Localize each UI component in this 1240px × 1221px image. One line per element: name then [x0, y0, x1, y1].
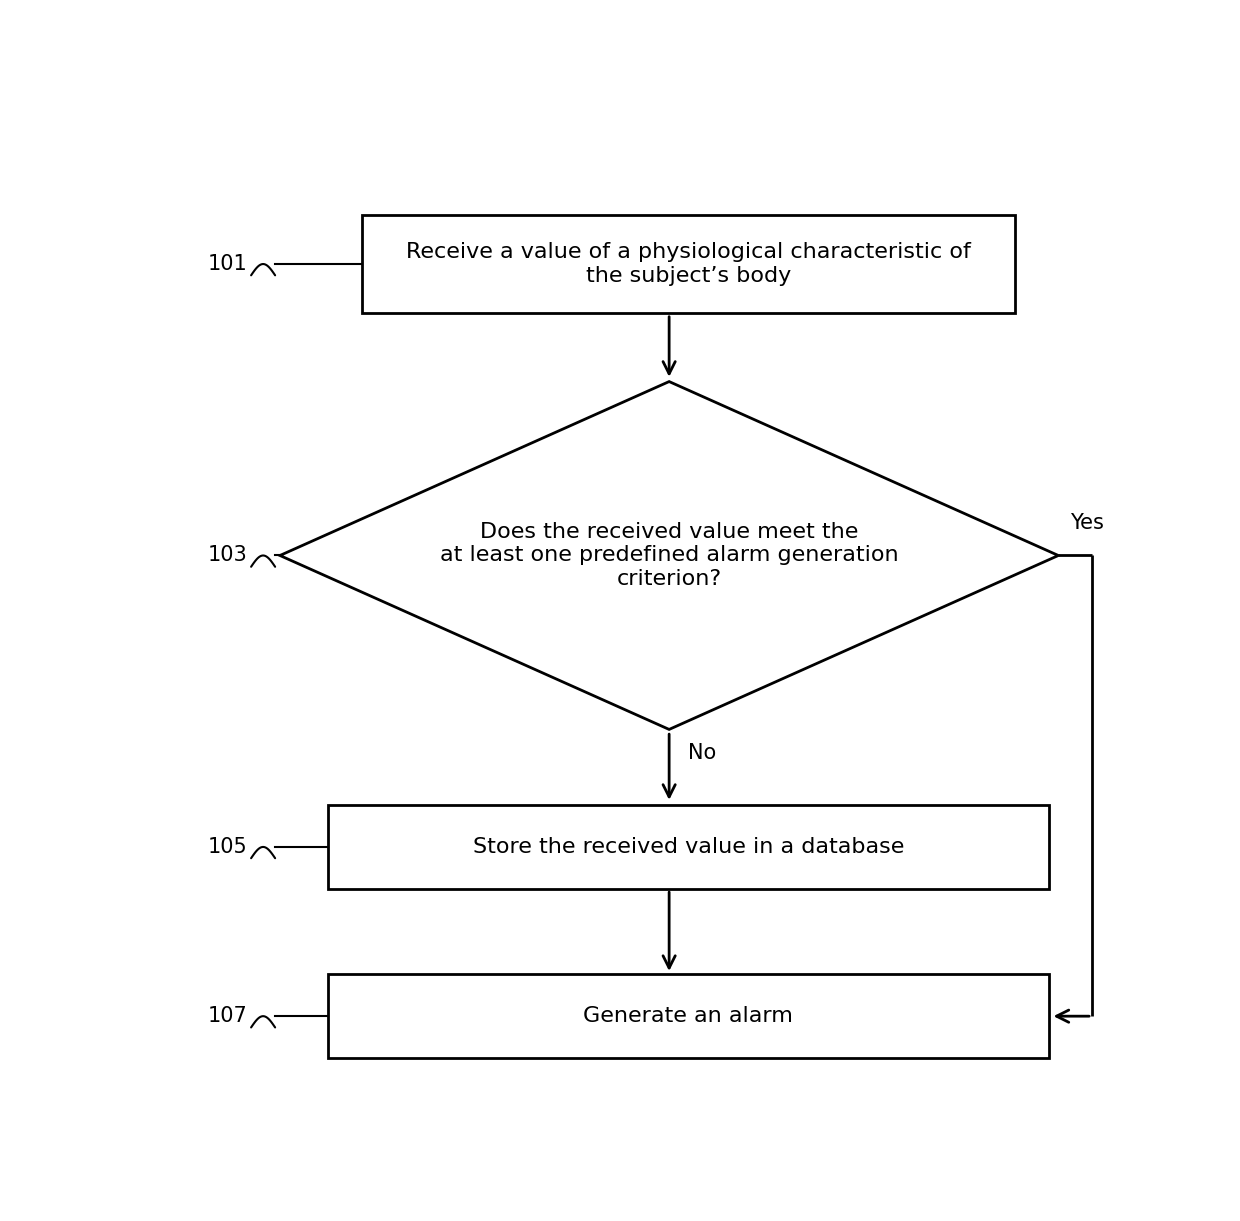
Text: 103: 103: [207, 546, 247, 565]
Text: Receive a value of a physiological characteristic of
the subject’s body: Receive a value of a physiological chara…: [405, 243, 971, 286]
Text: Yes: Yes: [1070, 513, 1104, 532]
Text: 107: 107: [207, 1006, 247, 1026]
Text: No: No: [688, 742, 717, 763]
Text: Store the received value in a database: Store the received value in a database: [472, 836, 904, 857]
Text: 101: 101: [207, 254, 247, 274]
Text: Does the received value meet the
at least one predefined alarm generation
criter: Does the received value meet the at leas…: [440, 523, 899, 589]
Text: Generate an alarm: Generate an alarm: [583, 1006, 794, 1026]
Polygon shape: [280, 381, 1059, 729]
Text: 105: 105: [207, 836, 247, 857]
Bar: [327, 974, 1049, 1059]
Bar: [362, 215, 1016, 314]
Bar: [327, 805, 1049, 889]
